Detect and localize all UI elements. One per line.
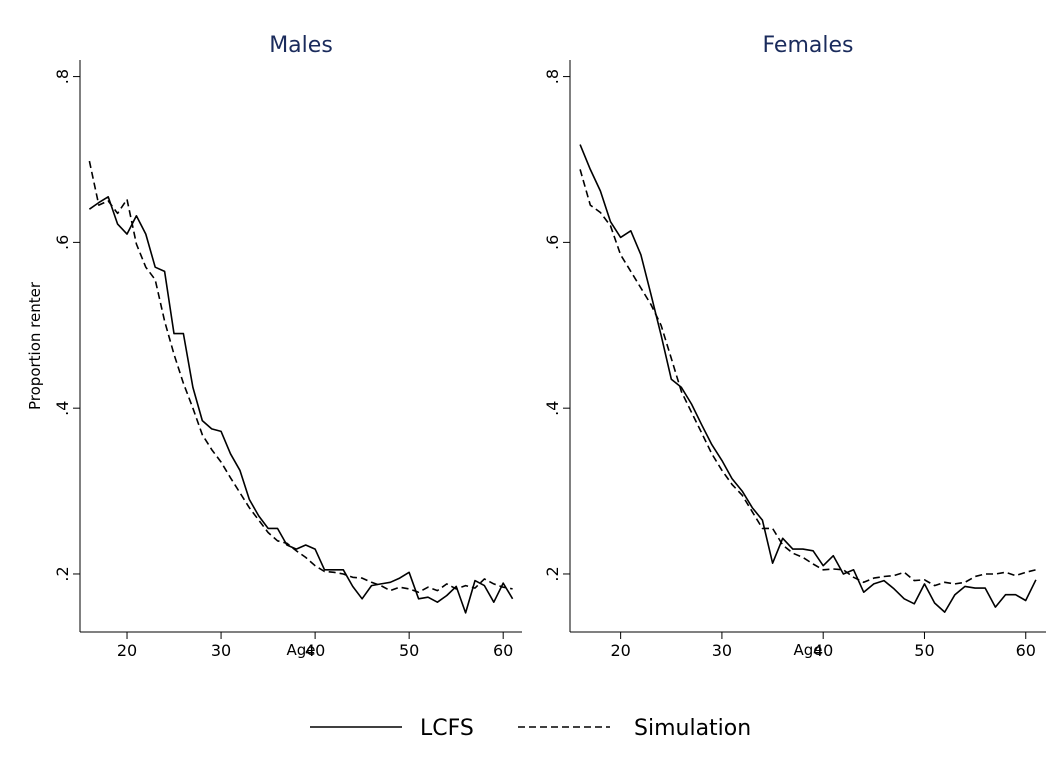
- x-tick-label-males: 30: [211, 641, 231, 660]
- series-line-lcfs-males: [88, 196, 514, 614]
- y-tick-label-females: .2: [543, 566, 562, 581]
- legend: LCFS Simulation: [310, 716, 751, 741]
- panel-title-females: Females: [762, 33, 853, 58]
- chart-panels: Males .2 .4 .6 .8 20 30 40 50 60 Age Proportion ren…: [26, 33, 1046, 660]
- panel-females: Females .2 .4 .6 .8 20 30 40 50 60 Age: [543, 33, 1046, 660]
- y-tick-label-males: .8: [53, 69, 72, 84]
- y-axis-label-males: Proportion renter: [26, 281, 44, 410]
- x-tick-label-females: 30: [712, 641, 732, 660]
- y-tick-label-females: .8: [543, 69, 562, 84]
- y-tick-label-females: .4: [543, 401, 562, 416]
- x-axis-label-males: Age: [286, 641, 315, 659]
- x-tick-label-females: 60: [1016, 641, 1036, 660]
- legend-label-simulation: Simulation: [634, 716, 751, 741]
- series-line-simulation-females: [579, 169, 1037, 587]
- y-tick-label-females: .6: [543, 235, 562, 250]
- y-tick-label-males: .2: [53, 566, 72, 581]
- x-tick-label-males: 50: [399, 641, 419, 660]
- x-tick-label-males: 60: [493, 641, 513, 660]
- series-line-lcfs-females: [579, 144, 1037, 613]
- x-axis-label-females: Age: [793, 641, 822, 659]
- x-tick-label-males: 20: [117, 641, 137, 660]
- panel-males: Males .2 .4 .6 .8 20 30 40 50 60 Age Proportion ren…: [26, 33, 522, 660]
- x-tick-label-females: 40: [813, 641, 833, 660]
- x-tick-label-males: 40: [305, 641, 325, 660]
- y-tick-label-males: .6: [53, 235, 72, 250]
- panel-title-males: Males: [269, 33, 333, 58]
- x-tick-label-females: 50: [914, 641, 934, 660]
- legend-label-lcfs: LCFS: [420, 716, 474, 741]
- y-tick-label-males: .4: [53, 401, 72, 416]
- x-tick-label-females: 20: [610, 641, 630, 660]
- series-line-simulation-males: [88, 160, 513, 594]
